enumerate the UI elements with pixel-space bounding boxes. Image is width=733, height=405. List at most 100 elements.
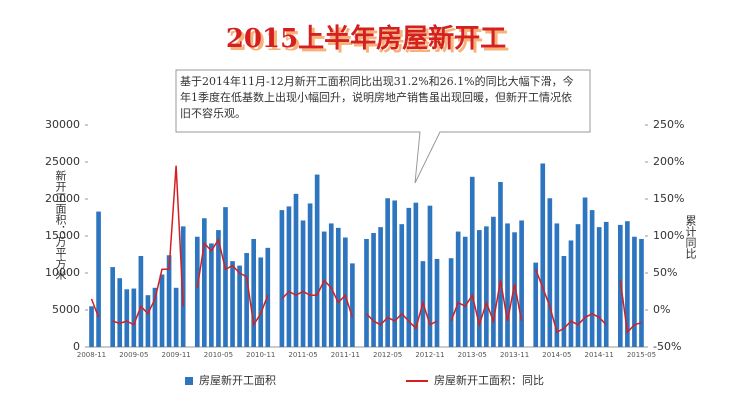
bar xyxy=(166,255,172,347)
bar xyxy=(350,263,355,347)
x-tick-label: 2014-11 xyxy=(585,351,614,359)
bar xyxy=(639,238,644,347)
bar xyxy=(561,255,567,347)
line xyxy=(90,165,642,334)
y2-tick-label: 200% xyxy=(653,155,684,168)
bar xyxy=(371,233,376,347)
bar xyxy=(152,287,158,347)
y2-tick-label: 150% xyxy=(653,192,684,205)
bar xyxy=(173,287,179,347)
bar xyxy=(258,257,264,347)
bar xyxy=(399,224,405,347)
x-tick-label: 2012-11 xyxy=(415,351,444,359)
bar xyxy=(194,236,200,347)
bar xyxy=(96,211,101,347)
bar xyxy=(568,240,574,347)
bar xyxy=(575,224,581,347)
bar xyxy=(392,200,398,347)
y2-tick-label: 0% xyxy=(653,303,670,316)
bar xyxy=(434,258,440,347)
bar xyxy=(180,226,186,347)
bar xyxy=(462,236,468,347)
bar xyxy=(159,274,165,347)
x-tick-label: 2012-05 xyxy=(373,351,402,359)
bar xyxy=(632,236,637,347)
bar xyxy=(484,226,489,347)
callout-box xyxy=(175,69,591,184)
x-tick-label: 2013-05 xyxy=(458,351,487,359)
annotation: 基于2014年11月-12月新开工面积同比出现31.2%和26.1%的同比大幅下… xyxy=(180,75,574,120)
bar xyxy=(237,265,242,347)
y-tick-label: 20000 xyxy=(45,192,80,205)
y2-tick-label: 250% xyxy=(653,118,684,131)
x-tick-label: 2013-11 xyxy=(500,351,529,359)
bar xyxy=(223,207,228,347)
bar xyxy=(279,210,285,347)
x-tick-label: 2015-05 xyxy=(627,351,656,359)
bar xyxy=(448,258,454,347)
bar xyxy=(625,221,630,347)
y2-tick-label: 50% xyxy=(653,266,677,279)
y-tick-label: 25000 xyxy=(45,155,80,168)
bar xyxy=(328,223,334,347)
bar xyxy=(300,220,306,347)
y2-tick-label: 100% xyxy=(653,229,684,242)
bar xyxy=(385,198,390,347)
bar xyxy=(519,220,524,347)
bar xyxy=(554,223,560,347)
bar xyxy=(540,163,546,347)
bar xyxy=(117,278,123,347)
bar xyxy=(469,176,475,347)
bar xyxy=(533,262,539,347)
legend-label: 房屋新开工面积 xyxy=(199,373,276,387)
x-tick-label: 2010-05 xyxy=(204,351,233,359)
bar xyxy=(427,205,433,347)
bar xyxy=(582,197,588,347)
bar xyxy=(321,231,327,347)
chart-title-shadow: 2015上半年房屋新开工 xyxy=(229,26,509,57)
bar xyxy=(138,255,144,347)
bar xyxy=(413,202,419,347)
bar xyxy=(265,247,271,347)
x-tick-label: 2011-05 xyxy=(288,351,317,359)
legend-swatch xyxy=(185,377,193,385)
bar xyxy=(89,306,94,347)
x-tick-label: 2014-05 xyxy=(542,351,571,359)
bar xyxy=(244,253,249,347)
bar xyxy=(209,243,214,347)
y2-axis-title: 累计同比 xyxy=(684,215,697,259)
legend-label: 房屋新开工面积：同比 xyxy=(434,373,544,387)
x-tick-label: 2009-05 xyxy=(119,351,148,359)
bar xyxy=(491,216,496,347)
bar xyxy=(343,237,348,347)
bar xyxy=(378,227,383,347)
bar xyxy=(498,181,503,347)
bar xyxy=(230,261,235,347)
x-tick-label: 2008-11 xyxy=(77,351,106,359)
bar xyxy=(307,203,313,347)
x-tick-label: 2009-11 xyxy=(162,351,191,359)
bar xyxy=(406,207,412,347)
bar xyxy=(476,230,482,347)
bar xyxy=(216,230,221,347)
x-tick-label: 2010-11 xyxy=(246,351,275,359)
y-tick-label: 10000 xyxy=(45,266,80,279)
bar xyxy=(547,198,553,347)
bar xyxy=(110,267,116,347)
bar xyxy=(596,227,602,347)
y-tick-label: 15000 xyxy=(45,229,80,242)
bar xyxy=(512,232,517,347)
y-axis-title: 新开工面积：万平方米 xyxy=(54,169,67,281)
bar xyxy=(335,227,341,347)
bar xyxy=(251,238,257,347)
bar xyxy=(293,193,299,347)
bar xyxy=(131,288,137,347)
bar xyxy=(589,210,595,347)
bar xyxy=(603,221,609,347)
y-tick-label: 5000 xyxy=(52,303,80,316)
y2-tick-label: -50% xyxy=(653,340,681,353)
bar xyxy=(455,231,461,347)
x-tick-label: 2011-11 xyxy=(331,351,360,359)
bar xyxy=(364,238,369,347)
